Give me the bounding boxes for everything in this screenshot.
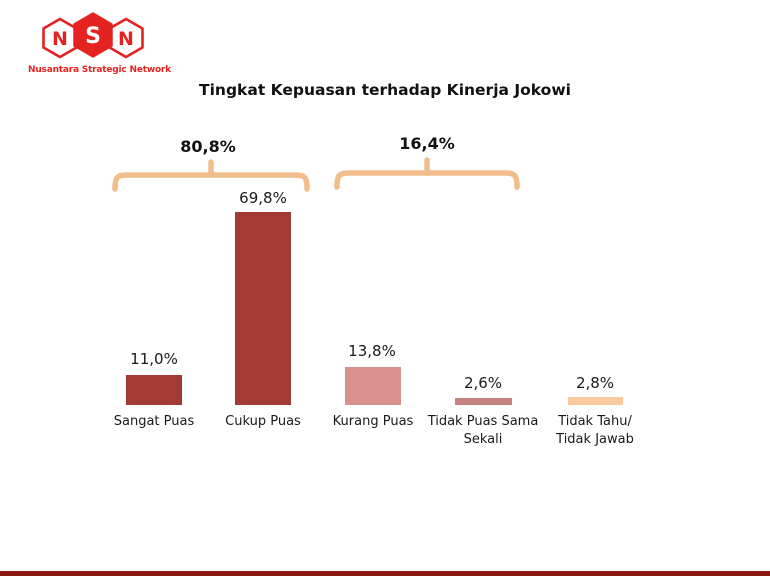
hexagon-center xyxy=(73,12,113,58)
value-label-tidak-tahu: 2,8% xyxy=(575,374,615,392)
logo-letter-s: S xyxy=(85,24,101,49)
category-label-tidak-puas-sama-sekali: Tidak Puas Sama Sekali xyxy=(427,414,539,447)
category-label-sangat-puas: Sangat Puas xyxy=(113,414,195,429)
bar-tidak-puas-sama-sekali xyxy=(455,398,512,405)
logo-letter-n-right: N xyxy=(118,28,134,50)
chart-title: Tingkat Kepuasan terhadap Kinerja Jokowi xyxy=(199,81,571,99)
group-label-tidak-puas: 16,4% xyxy=(399,134,455,153)
bracket-group-puas xyxy=(112,159,310,192)
group-label-puas: 80,8% xyxy=(180,137,236,156)
footer-stripe xyxy=(0,571,770,576)
value-label-cukup-puas: 69,8% xyxy=(239,189,287,207)
bar-tidak-tahu xyxy=(568,397,623,405)
logo-tagline: Nusantara Strategic Network xyxy=(28,65,171,75)
bracket-group-tidak-puas xyxy=(334,157,520,190)
category-label-cukup-puas: Cukup Puas xyxy=(225,414,301,429)
value-label-sangat-puas: 11,0% xyxy=(130,350,178,368)
value-label-kurang-puas: 13,8% xyxy=(348,342,396,360)
bar-sangat-puas xyxy=(126,375,182,405)
category-label-kurang-puas: Kurang Puas xyxy=(332,414,414,429)
nsn-logo-icon: N S N xyxy=(42,12,144,59)
nsn-logo: N S N Nusantara Strategic Network xyxy=(28,10,171,75)
logo-letter-n-left: N xyxy=(52,28,68,50)
category-label-tidak-tahu: Tidak Tahu/ Tidak Jawab xyxy=(556,414,634,447)
bar-kurang-puas xyxy=(345,367,401,405)
value-label-tidak-puas-sama-sekali: 2,6% xyxy=(463,374,503,392)
bar-cukup-puas xyxy=(235,212,291,405)
